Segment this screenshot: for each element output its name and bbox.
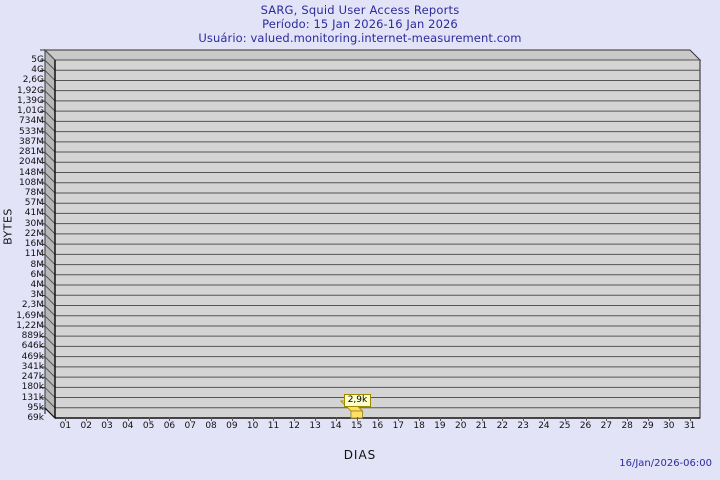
x-axis-tick-label: 28 (621, 421, 633, 431)
x-axis-tick-label: 20 (454, 421, 467, 431)
y-axis-tick-label: 204M (19, 157, 44, 168)
x-axis-tick-label: 27 (600, 421, 613, 431)
x-axis-tick-labels: 01 02 03 04 05 06 07 08 09 10 11 12 13 14 15 16 17 18 19 20… (55, 417, 700, 435)
y-axis-tick-label: 16M (24, 239, 44, 250)
y-axis-title: BYTES (1, 208, 15, 245)
x-axis-tick-label: 22 (496, 421, 509, 431)
x-axis-tick-label: 12 (288, 421, 300, 431)
x-axis-tick-label: 02 (80, 421, 92, 431)
x-axis-tick-label: 01 (59, 421, 72, 431)
report-period: Período: 15 Jan 2026-16 Jan 2026 (262, 17, 458, 31)
x-axis-tick-label: 08 (205, 421, 217, 431)
x-axis-tick-label: 06 (163, 421, 176, 431)
y-axis-tick-label: 11M (24, 249, 44, 260)
report-user: Usuário: valued.monitoring.internet-meas… (198, 31, 522, 45)
y-axis-tick-label: 1,22M (16, 320, 44, 331)
chart-gridlines (40, 49, 700, 419)
y-axis-tick-label: 889k (21, 331, 44, 342)
x-axis-tick-label: 26 (579, 421, 592, 431)
x-axis-tick-label: 15 (350, 421, 363, 431)
y-axis-tick-label: 533M (19, 126, 44, 137)
y-axis-tick-label: 646k (21, 341, 44, 352)
x-axis-tick-label: 16 (371, 421, 384, 431)
y-axis-tick-label: 247k (21, 372, 44, 383)
x-axis-tick-label: 10 (246, 421, 259, 431)
x-axis-tick-label: 17 (392, 421, 405, 431)
chart-plot-face (54, 59, 701, 419)
y-axis-tick-label: 4M (30, 280, 45, 291)
x-axis-tick-label: 18 (413, 421, 425, 431)
y-axis-tick-label: 22M (24, 228, 44, 239)
y-axis-tick-label: 30M (24, 218, 44, 229)
y-axis-tick-label: 1,69M (16, 310, 44, 321)
y-axis-tick-label: 1,01G (16, 106, 44, 117)
x-axis-tick-label: 13 (309, 421, 321, 431)
y-axis-tick-label: 69k (27, 413, 44, 423)
y-axis-tick-label: 148M (19, 167, 44, 178)
y-axis-tick-label: 6M (30, 269, 45, 280)
y-axis-tick-label: 95k (27, 402, 44, 413)
report-header: SARG, Squid User Access Reports Período:… (0, 0, 720, 45)
y-axis-tick-label: 180k (21, 382, 44, 393)
x-axis-tick-label: 25 (559, 421, 571, 431)
generated-timestamp: 16/Jan/2026-06:00 (619, 458, 712, 469)
y-axis-tick-label: 3M (30, 290, 45, 301)
x-axis-tick-label: 23 (517, 421, 529, 431)
x-axis-tick-label: 24 (538, 421, 550, 431)
y-axis-tick-label: 8M (30, 259, 45, 270)
y-axis-tick-label: 57M (24, 198, 44, 209)
chart-depth-top (43, 49, 702, 61)
y-axis-tick-label: 2,3M (21, 300, 44, 311)
y-axis-tick-label: 734M (19, 116, 44, 127)
x-axis-tick-label: 11 (267, 421, 280, 431)
data-point-callout: 2,9k (343, 394, 372, 407)
x-axis-tick-label: 31 (683, 421, 696, 431)
x-axis-tick-label: 30 (663, 421, 675, 431)
y-axis-tick-label: 108M (19, 177, 44, 188)
x-axis-tick-label: 29 (642, 421, 654, 431)
y-axis-tick-label: 387M (19, 136, 44, 147)
y-axis-tick-label: 4G (31, 65, 44, 76)
y-axis-tick-label: 469k (21, 351, 44, 362)
y-axis-tick-label: 41M (24, 208, 44, 219)
y-axis-tick-label: 1,39G (16, 95, 44, 106)
y-axis-tick-label: 131k (21, 392, 44, 403)
x-axis-tick-label: 04 (122, 421, 134, 431)
y-axis-tick-label: 5G (31, 55, 44, 65)
x-axis-tick-label: 05 (142, 421, 155, 431)
chart-depth-wall (44, 48, 56, 420)
y-axis-tick-label: 1,92G (16, 85, 44, 96)
y-axis-tick-labels: 5G 4G 2,6G 1,92G 1,39G 1,01G 734M 533M 387M 281M 2… (0, 55, 45, 423)
x-axis-tick-label: 07 (184, 421, 196, 431)
y-axis-tick-label: 78M (24, 187, 44, 198)
x-axis-tick-label: 09 (226, 421, 238, 431)
x-axis-tick-label: 14 (330, 421, 342, 431)
axis-origin-connector (44, 407, 56, 419)
x-axis-title: DIAS (343, 448, 377, 462)
y-axis-tick-label: 2,6G (22, 75, 44, 86)
y-axis-tick-label: 281M (19, 147, 44, 158)
x-axis-tick-label: 19 (434, 421, 446, 431)
page-title: SARG, Squid User Access Reports (260, 3, 460, 17)
x-axis-tick-label: 21 (475, 421, 488, 431)
x-axis-tick-label: 03 (101, 421, 113, 431)
y-axis-tick-label: 341k (21, 361, 44, 372)
